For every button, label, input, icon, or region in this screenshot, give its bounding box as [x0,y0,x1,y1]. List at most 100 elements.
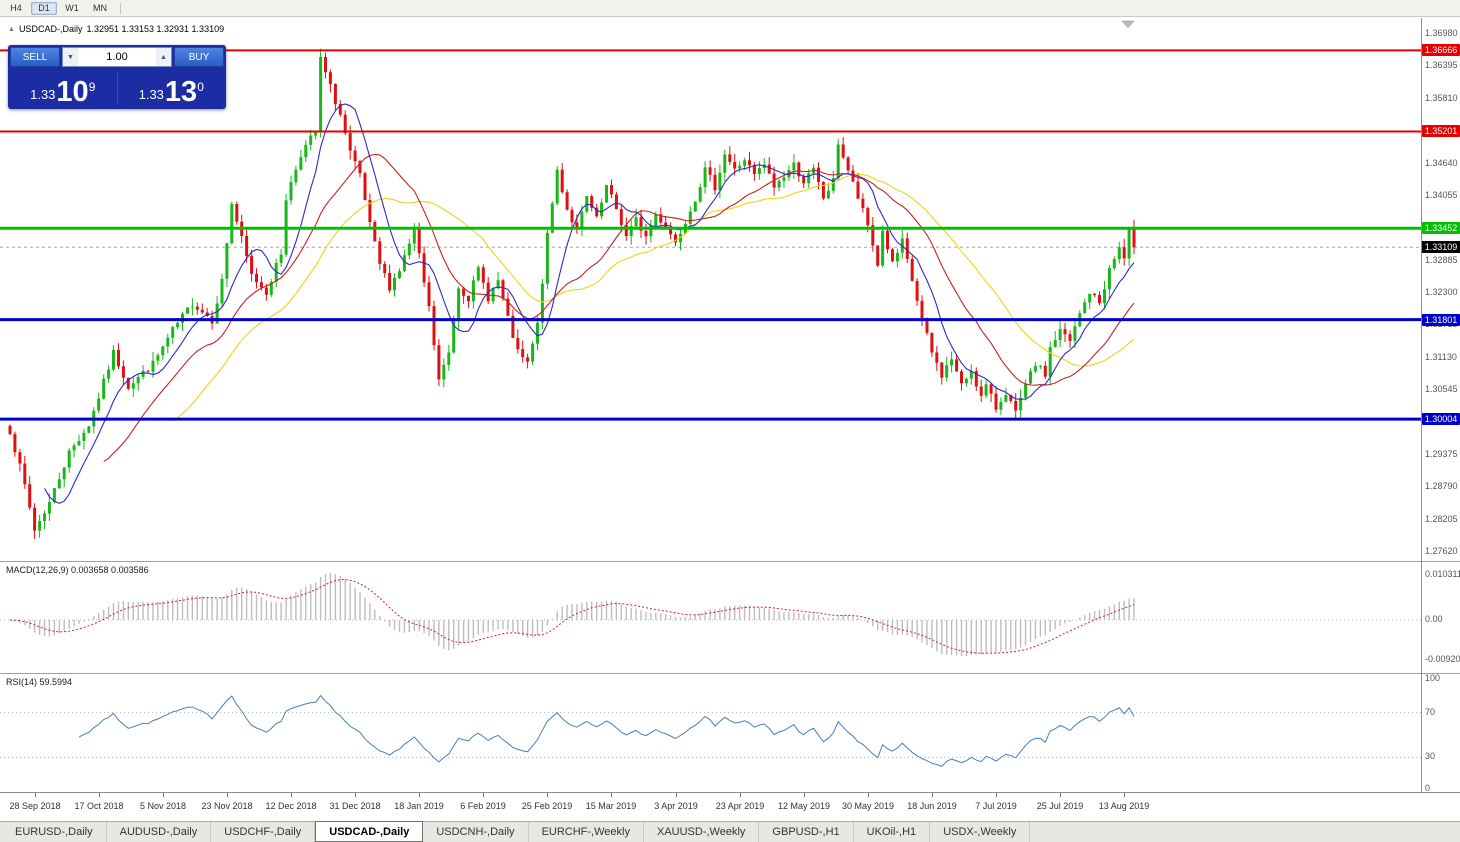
date-axis-label: 6 Feb 2019 [460,801,506,811]
date-axis-tick [932,793,933,797]
chart-ohlc-values: 1.32951 1.33153 1.32931 1.33109 [86,24,225,34]
date-axis-tick [35,793,36,797]
chart-tabs-bar: EURUSD-,Daily AUDUSD-,Daily USDCHF-,Daily U… [0,821,1460,842]
date-axis[interactable]: 28 Sep 2018 17 Oct 2018 5 Nov 2018 23 Nov 2… [0,792,1460,821]
hline-price-label[interactable]: 1.35201 [1422,125,1460,137]
current-price-label: 1.33109 [1422,241,1460,253]
date-axis-label: 12 May 2019 [777,801,831,811]
trade-panel-divider [116,71,118,105]
price-axis-label: 1.31130 [1425,352,1457,362]
date-axis-tick [483,793,484,797]
macd-axis-label: 0.00 [1425,614,1443,624]
macd-indicator-panel[interactable]: MACD(12,26,9) 0.003658 0.003586 [0,561,1460,673]
date-axis-tick [163,793,164,797]
moving-average-20 [103,153,1135,462]
date-axis-label: 15 Mar 2019 [585,801,637,811]
price-axis-label: 1.30545 [1425,384,1458,394]
price-axis-label: 1.32300 [1425,287,1458,297]
tab-usdchf-daily[interactable]: USDCHF-,Daily [211,822,316,842]
sell-price-point: 9 [88,80,96,94]
date-axis-tick [355,793,356,797]
hline-price-label[interactable]: 1.31801 [1422,314,1460,326]
date-axis-tick [740,793,741,797]
timeframe-button-mn[interactable]: MN [93,3,107,13]
buy-price-pips: 13 [164,76,198,109]
volume-value[interactable]: 1.00 [106,51,128,63]
rsi-axis-label: 70 [1425,707,1436,717]
price-axis-label: 1.34055 [1425,190,1458,200]
date-axis-label: 25 Jul 2019 [1036,801,1084,811]
date-axis-label: 31 Dec 2018 [329,801,381,811]
date-axis-label: 5 Nov 2018 [139,801,187,811]
tab-usdcad-daily[interactable]: USDCAD-,Daily [315,821,424,842]
rsi-line [78,694,1135,767]
date-axis-label: 13 Aug 2019 [1098,801,1150,811]
tab-gbpusd-h1[interactable]: GBPUSD-,H1 [759,822,854,842]
date-axis-label: 17 Oct 2018 [74,801,124,811]
sell-price-pips: 10 [56,76,89,109]
sell-price[interactable]: 1.33 10 9 [10,69,116,107]
volume-decrease-icon[interactable]: ▼ [63,48,78,66]
rsi-chart[interactable] [0,675,1421,793]
tab-audusd-daily[interactable]: AUDUSD-,Daily [107,822,212,842]
date-axis-label: 7 Jul 2019 [975,801,1017,811]
timeframe-toolbar: H4 D1 W1 MN [0,0,1460,17]
hline-price-label[interactable]: 1.33452 [1422,222,1460,234]
date-axis-label: 28 Sep 2018 [9,801,61,811]
price-axis-label: 1.32885 [1425,255,1458,265]
tab-eurusd-daily[interactable]: EURUSD-,Daily [2,822,107,842]
macd-axis-label: 0.010311 [1425,569,1460,579]
chart-shift-marker-icon[interactable] [1121,20,1135,29]
tab-ukoil-h1[interactable]: UKOil-,H1 [854,822,931,842]
macd-label: MACD(12,26,9) 0.003658 0.003586 [6,565,149,575]
date-axis-label: 18 Jan 2019 [394,801,444,811]
buy-price-major: 1.33 [138,87,164,102]
buy-price-point: 0 [197,80,204,94]
date-axis-tick [99,793,100,797]
volume-increase-icon[interactable]: ▲ [156,48,171,66]
date-axis-tick [291,793,292,797]
rsi-axis-label: 0 [1425,783,1431,793]
volume-stepper[interactable]: ▼ 1.00 ▲ [62,47,172,67]
chart-symbol-period: USDCAD-,Daily [18,24,83,34]
tab-eurchf-weekly[interactable]: EURCHF-,Weekly [529,822,644,842]
date-axis-tick [227,793,228,797]
price-axis-label: 1.35810 [1425,93,1458,103]
candlestick-chart[interactable] [0,18,1460,561]
date-axis-tick [1060,793,1061,797]
price-axis-label: 1.34640 [1425,158,1458,168]
buy-button[interactable]: BUY [174,47,224,67]
date-axis-tick [611,793,612,797]
rsi-indicator-panel[interactable]: RSI(14) 59.5994 [0,673,1460,792]
buy-price[interactable]: 1.33 13 0 [119,69,225,107]
chart-title: ▲ USDCAD-,Daily 1.32951 1.33153 1.32931 … [8,24,224,34]
rsi-axis-label: 30 [1425,751,1436,761]
moving-average-34 [172,173,1135,422]
date-axis-tick [804,793,805,797]
hline-price-label[interactable]: 1.30004 [1422,413,1460,425]
moving-average-8 [44,103,1135,504]
hline-price-label[interactable]: 1.36666 [1422,44,1460,56]
price-axis-label: 1.28790 [1425,481,1458,491]
date-axis-label: 30 May 2019 [841,801,895,811]
timeframe-button-w1[interactable]: W1 [65,3,79,13]
price-axis-label: 1.36980 [1425,28,1458,38]
timeframe-button-d1[interactable]: D1 [31,1,57,15]
date-axis-label: 25 Feb 2019 [521,801,573,811]
tab-xauusd-weekly[interactable]: XAUUSD-,Weekly [644,822,760,842]
price-axis: 1.36980 1.36395 1.35810 1.34640 1.34055 1.328… [1421,18,1460,561]
tab-usdcnh-daily[interactable]: USDCNH-,Daily [423,822,529,842]
macd-chart[interactable] [0,563,1421,674]
one-click-trading-toggle-icon[interactable]: ▲ [8,25,15,33]
price-chart-panel[interactable]: ▲ USDCAD-,Daily 1.32951 1.33153 1.32931 … [0,18,1460,561]
date-axis-label: 12 Dec 2018 [265,801,317,811]
rsi-axis-label: 100 [1425,673,1441,683]
rsi-label: RSI(14) 59.5994 [6,677,73,687]
date-axis-label: 23 Apr 2019 [715,801,765,811]
price-axis-label: 1.28205 [1425,514,1458,524]
sell-button[interactable]: SELL [10,47,60,67]
price-axis-separator [1421,18,1422,792]
tab-usdx-weekly[interactable]: USDX-,Weekly [930,822,1031,842]
timeframe-button-h4[interactable]: H4 [10,3,22,13]
one-click-trading-panel: SELL ▼ 1.00 ▲ BUY 1.33 10 9 1.33 13 0 [8,45,226,109]
